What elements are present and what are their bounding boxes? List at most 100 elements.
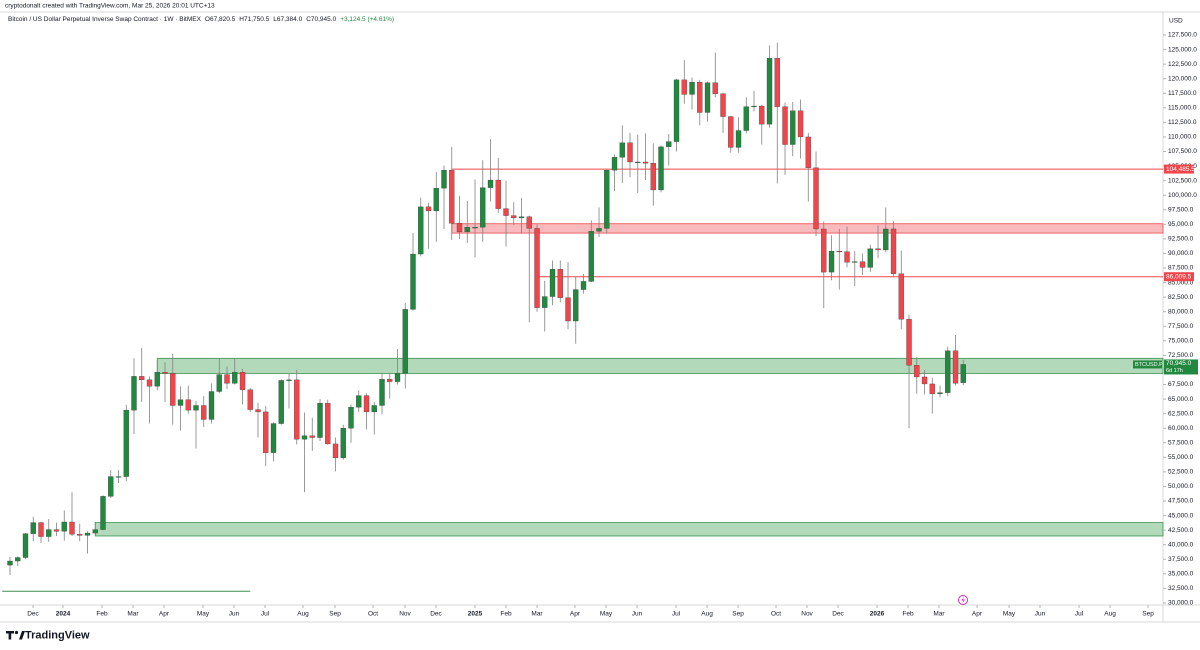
- candle-body: [627, 142, 633, 163]
- x-tick-label: Aug: [701, 611, 713, 618]
- y-tick-label: 30,000.0: [1168, 600, 1194, 607]
- candle-body: [456, 223, 463, 233]
- candle-body: [177, 399, 184, 406]
- candle-body: [332, 443, 339, 459]
- lightning-icon: [958, 595, 968, 605]
- candle-body: [743, 106, 749, 131]
- chart-title: Bitcoin / US Dollar Perpetual Inverse Sw…: [8, 16, 394, 23]
- candle-body: [766, 58, 773, 125]
- candle-body: [15, 557, 21, 562]
- y-tick-label: 92,500.0: [1168, 236, 1194, 243]
- candle-body: [46, 529, 52, 537]
- candle-body: [208, 391, 215, 420]
- candle-body: [146, 379, 153, 387]
- candle-body: [325, 403, 331, 445]
- y-tick-label: 50,000.0: [1168, 483, 1194, 490]
- candle-body: [728, 116, 734, 148]
- candle-body: [340, 428, 346, 459]
- x-tick-label: Feb: [902, 611, 914, 618]
- candle-body: [348, 407, 354, 429]
- x-tick-label: May: [1003, 611, 1016, 618]
- candle-body: [394, 373, 401, 382]
- candle-body: [425, 206, 432, 212]
- x-tick-label: Sep: [732, 611, 744, 618]
- y-tick-label: 110,000.0: [1168, 134, 1197, 141]
- x-tick-label: Apr: [570, 611, 581, 618]
- candle-body: [487, 179, 494, 188]
- candle-body: [255, 409, 261, 413]
- candle-body: [185, 399, 191, 411]
- candle-body: [635, 161, 641, 163]
- footer-logo: TradingView: [6, 629, 90, 641]
- x-tick-label: Jun: [632, 611, 643, 618]
- x-tick-label: 2024: [56, 611, 71, 618]
- candle-body: [294, 379, 300, 440]
- candle-body: [61, 521, 67, 532]
- candle-body: [201, 405, 207, 420]
- y-tick-label: 32,500.0: [1168, 585, 1194, 592]
- candle-body: [735, 130, 742, 148]
- candle-body: [813, 167, 819, 230]
- y-tick-label: 82,500.0: [1168, 294, 1194, 301]
- ohlc-legend: O67,820.5 H71,750.5 L67,384.0 C70,945.0 +3,1…: [205, 16, 394, 23]
- candle-body: [666, 141, 672, 148]
- candle-body: [604, 170, 610, 229]
- candle-body: [410, 253, 416, 310]
- legend-item: L67,384.0: [273, 16, 302, 23]
- candle-body: [867, 248, 873, 268]
- x-tick-label: Jun: [1035, 611, 1046, 618]
- candle-body: [480, 187, 486, 228]
- candle-body: [588, 231, 594, 282]
- y-tick-label: 55,000.0: [1168, 454, 1194, 461]
- candle-body: [309, 435, 315, 438]
- candle-body: [464, 227, 470, 233]
- candle-body: [170, 373, 176, 406]
- x-tick-label: Aug: [297, 611, 309, 618]
- candle-body: [852, 261, 858, 263]
- candle-body: [433, 188, 439, 212]
- candle-body: [565, 297, 571, 322]
- candle-body: [929, 383, 935, 394]
- credit: cryptodonalt created with TradingView.co…: [5, 3, 215, 10]
- y-tick-label: 62,500.0: [1168, 410, 1194, 417]
- candle-body: [542, 296, 548, 308]
- candle-body: [108, 476, 114, 497]
- x-tick-label: 2026: [870, 611, 885, 618]
- level-tag: [1164, 164, 1194, 174]
- candle-body: [689, 82, 695, 95]
- candle-body: [53, 529, 60, 532]
- candle-body: [759, 105, 765, 125]
- x-tick-label: Sep: [329, 611, 341, 618]
- candle-body: [952, 350, 959, 384]
- y-tick-label: 65,000.0: [1168, 396, 1194, 403]
- candle-body: [224, 374, 230, 384]
- candle-body: [945, 350, 951, 393]
- x-tick-label: Apr: [159, 611, 170, 618]
- y-tick-label: 42,500.0: [1168, 527, 1194, 534]
- y-tick-label: 57,500.0: [1168, 439, 1194, 446]
- x-tick-label: May: [197, 611, 210, 618]
- candle-body: [22, 533, 29, 558]
- zone: [94, 522, 1164, 537]
- x-tick-label: Oct: [771, 611, 781, 618]
- candle-body: [301, 435, 308, 440]
- y-tick-label: 107,500.0: [1168, 148, 1197, 155]
- candle-body: [77, 534, 83, 536]
- candle-body: [92, 529, 98, 534]
- candle-body: [263, 411, 269, 453]
- candle-body: [828, 250, 835, 273]
- candle-body: [960, 364, 966, 383]
- x-tick-label: Apr: [972, 611, 983, 618]
- candle-body: [371, 405, 377, 413]
- candle-body: [681, 79, 687, 95]
- candle-body: [619, 142, 625, 158]
- candle-body: [751, 105, 757, 108]
- candle-body: [511, 215, 517, 219]
- candle-body: [658, 146, 664, 191]
- title: Bitcoin / US Dollar Perpetual Inverse Sw…: [8, 16, 202, 23]
- candle-body: [821, 228, 827, 273]
- level-label: 104,485.5: [1166, 166, 1195, 173]
